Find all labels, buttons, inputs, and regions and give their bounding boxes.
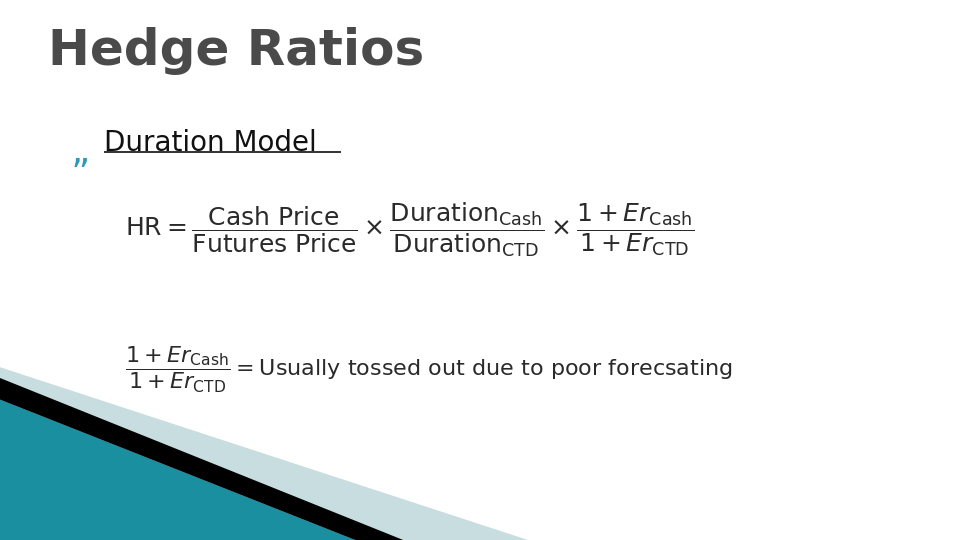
Text: Hedge Ratios: Hedge Ratios	[48, 27, 424, 75]
Polygon shape	[0, 400, 355, 540]
Polygon shape	[0, 367, 528, 540]
Polygon shape	[0, 378, 403, 540]
Text: Duration Model: Duration Model	[104, 129, 317, 157]
Text: $\dfrac{1 + Er_{\mathrm{Cash}}}{1 + Er_{\mathrm{CTD}}} = \mathrm{Usually\ tossed: $\dfrac{1 + Er_{\mathrm{Cash}}}{1 + Er_{…	[125, 345, 732, 395]
Text: $\mathrm{HR} = \dfrac{\mathrm{Cash\ Price}}{\mathrm{Futures\ Price}} \times \dfr: $\mathrm{HR} = \dfrac{\mathrm{Cash\ Pric…	[125, 200, 695, 259]
Text: “: “	[65, 132, 84, 166]
